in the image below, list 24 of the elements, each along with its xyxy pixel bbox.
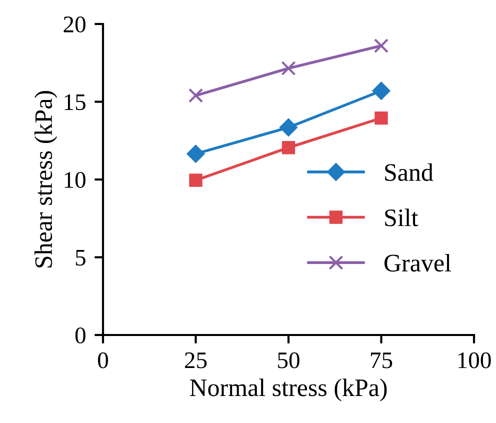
point xyxy=(186,144,205,163)
y-tick-label: 10 xyxy=(64,172,86,188)
point xyxy=(374,38,389,54)
point xyxy=(374,111,388,125)
x-tick-label: 50 xyxy=(278,352,300,368)
y-tick-label: 5 xyxy=(76,250,86,266)
x-tick-label: 25 xyxy=(184,352,207,368)
x-tick-label: 100 xyxy=(458,352,491,368)
point xyxy=(282,141,296,154)
x-tick-label: 75 xyxy=(371,352,392,368)
point xyxy=(188,88,204,103)
y-axis-title: Shear stress (kPa) xyxy=(34,91,58,268)
x-tick-label: 0 xyxy=(98,352,108,368)
legend-label: Sand xyxy=(385,163,434,181)
point xyxy=(189,174,202,187)
legend-label: Silt xyxy=(385,208,418,226)
y-tick-label: 15 xyxy=(64,94,86,110)
point xyxy=(281,61,296,76)
point xyxy=(372,82,390,100)
point xyxy=(280,118,298,136)
y-tick-label: 0 xyxy=(75,327,86,344)
legend-label: Gravel xyxy=(384,254,451,272)
y-tick-label: 20 xyxy=(64,16,86,32)
x-axis-title: Normal stress (kPa) xyxy=(190,378,387,402)
